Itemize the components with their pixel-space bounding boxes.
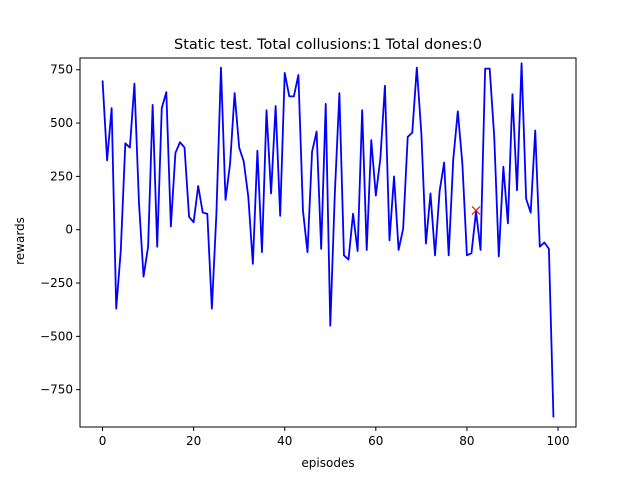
collision-marker <box>471 206 481 215</box>
x-tick-label: 20 <box>186 434 201 448</box>
y-axis-label: rewards <box>13 217 27 265</box>
y-tick-label: 750 <box>50 63 73 77</box>
x-tick-label: 60 <box>368 434 383 448</box>
y-tick-label: 0 <box>65 223 73 237</box>
y-tick-label: 500 <box>50 116 73 130</box>
y-axis: −750 −500 −250 0 250 500 750 <box>40 63 80 397</box>
plot-area <box>101 62 555 418</box>
y-tick-label: −500 <box>40 329 73 343</box>
series-line-0 <box>101 62 555 418</box>
x-axis-label: episodes <box>301 456 354 470</box>
chart-title: Static test. Total collusions:1 Total do… <box>174 37 482 53</box>
y-tick-label: −250 <box>40 276 73 290</box>
axes-frame <box>79 57 577 428</box>
x-tick-label: 80 <box>459 434 474 448</box>
x-tick-label: 0 <box>99 434 107 448</box>
y-tick-label: 250 <box>50 169 73 183</box>
x-tick-label: 100 <box>547 434 570 448</box>
x-axis: 0 20 40 60 80 100 <box>99 427 570 448</box>
x-tick-label: 40 <box>277 434 292 448</box>
y-tick-label: −750 <box>40 383 73 397</box>
